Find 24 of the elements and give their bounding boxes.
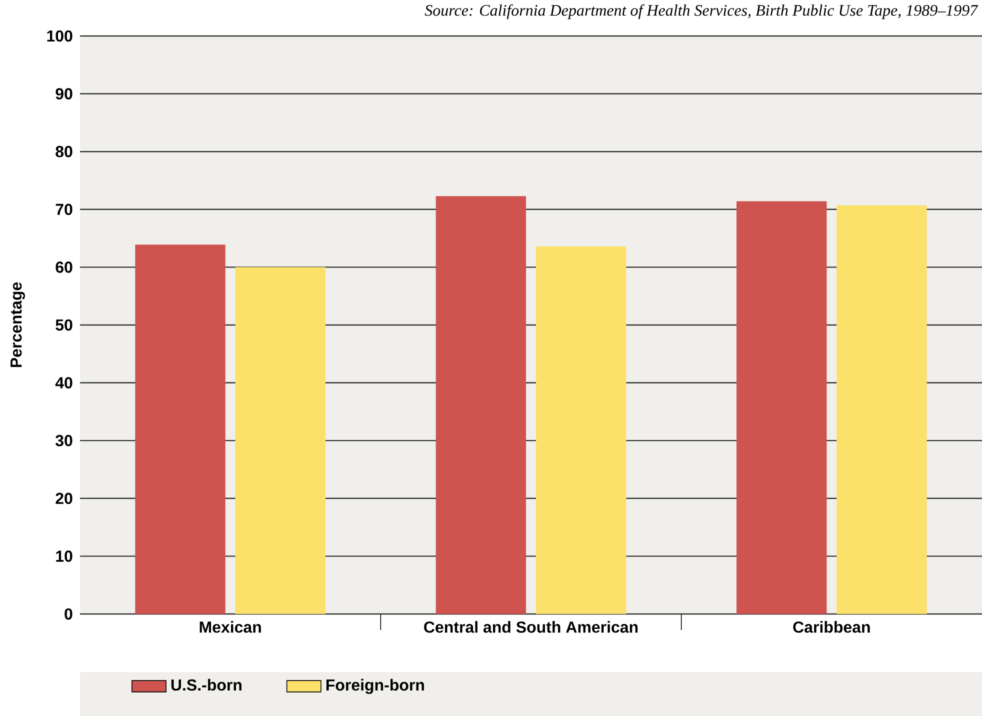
y-tick-label: 70 <box>56 204 72 216</box>
bar <box>736 201 827 614</box>
y-tick-label: 10 <box>56 550 72 562</box>
y-tick-label: 50 <box>56 319 72 331</box>
bar <box>836 205 927 614</box>
bar <box>536 246 626 614</box>
y-tick-label: 100 <box>47 30 72 42</box>
legend-label: Foreign-born <box>326 678 424 694</box>
y-tick-label: 90 <box>56 88 72 100</box>
y-tick-label: 0 <box>64 608 72 620</box>
x-tick-label: Caribbean <box>793 621 870 633</box>
y-tick-label: 30 <box>56 434 72 446</box>
y-tick-label: 80 <box>56 146 72 158</box>
y-tick-label: 20 <box>56 492 72 504</box>
x-tick-label: Central and South American <box>424 621 638 633</box>
x-tick-label: Mexican <box>200 621 261 633</box>
legend-label: U.S.-born <box>171 678 242 691</box>
y-tick-label: 40 <box>55 377 72 388</box>
y-tick-label: 60 <box>56 262 72 273</box>
bar <box>436 196 526 614</box>
bar <box>135 244 226 614</box>
bar <box>235 267 326 614</box>
y-axis-title: Percentage <box>10 282 25 368</box>
source-note: Source: California Department of Health Services, Birth Public Use Tape, 1989–1997 <box>424 4 978 20</box>
